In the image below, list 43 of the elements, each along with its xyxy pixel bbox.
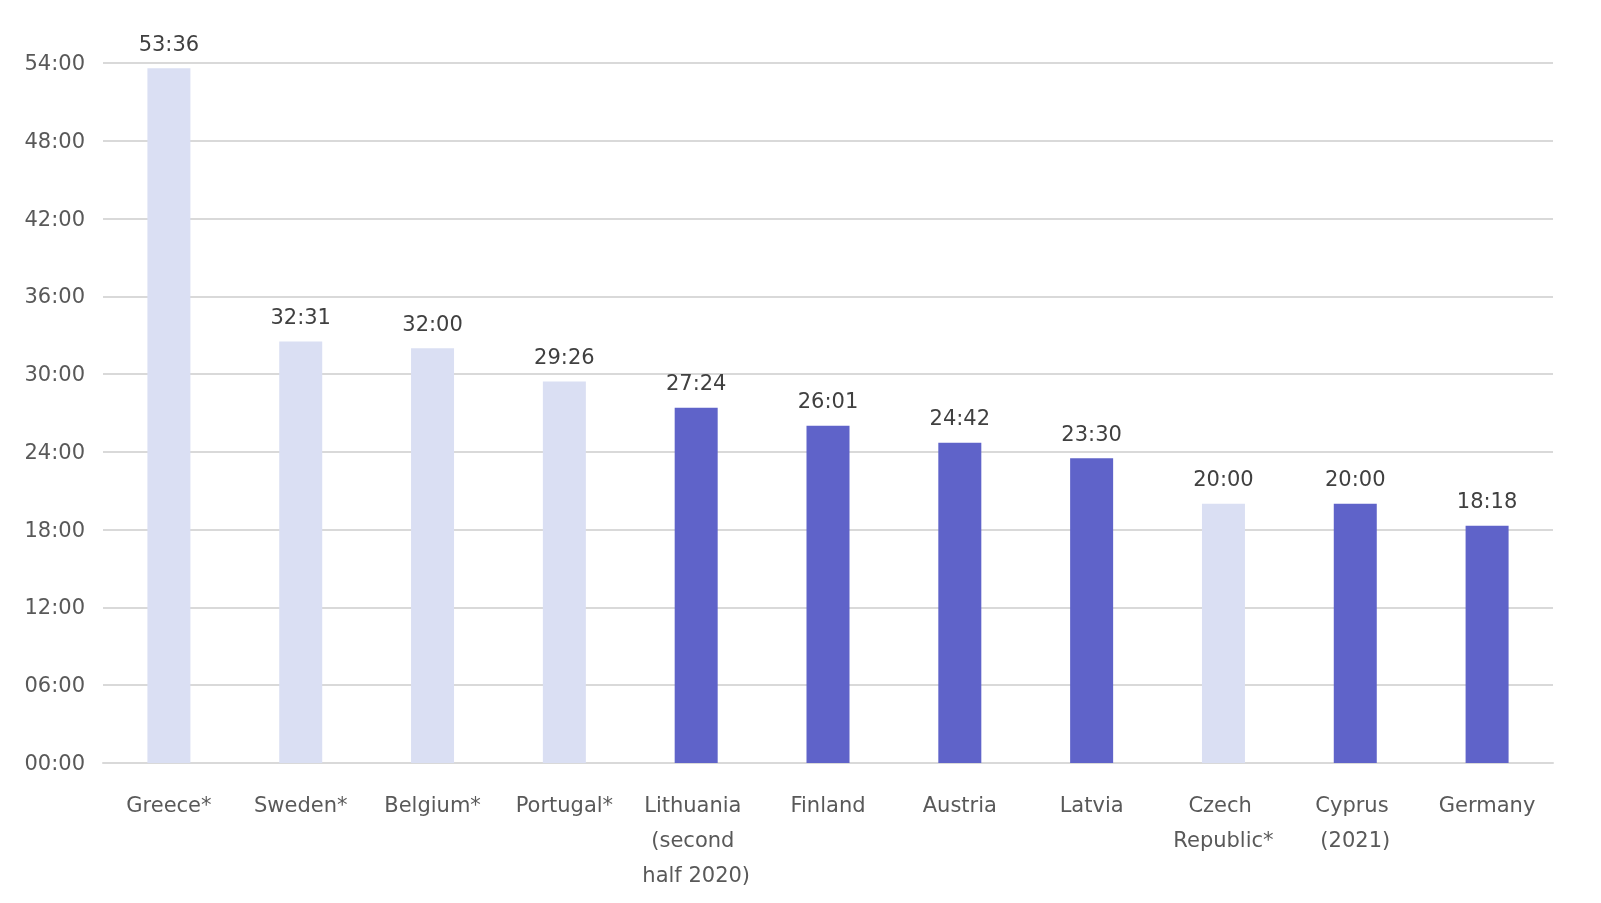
data-label: 20:00 bbox=[1193, 467, 1254, 492]
bar bbox=[806, 425, 850, 763]
data-label: 20:00 bbox=[1325, 467, 1386, 492]
data-label: 53:36 bbox=[138, 31, 200, 56]
y-tick-label: 30:00 bbox=[24, 362, 85, 387]
x-tick-label: Austria bbox=[922, 792, 997, 817]
y-tick-label: 00:00 bbox=[24, 751, 85, 775]
bar bbox=[147, 68, 191, 763]
data-label: 26:01 bbox=[797, 389, 859, 414]
x-tick-label: Cyprus (2021) bbox=[1315, 792, 1396, 852]
x-tick-label: Portugal* bbox=[515, 792, 614, 817]
x-tick-label: Lithuania (second half 2020) bbox=[642, 792, 751, 887]
bar bbox=[938, 442, 982, 763]
y-tick-label: 48:00 bbox=[24, 128, 85, 153]
y-tick-label: 42:00 bbox=[24, 206, 85, 231]
x-tick-label: Finland bbox=[790, 792, 866, 817]
y-tick-label: 36:00 bbox=[24, 284, 85, 309]
bar bbox=[411, 348, 455, 763]
data-label: 29:26 bbox=[534, 344, 595, 369]
x-tick-label: Latvia bbox=[1059, 792, 1124, 817]
x-tick-label: Sweden* bbox=[253, 792, 348, 817]
data-label: 23:30 bbox=[1061, 421, 1122, 446]
bar bbox=[1333, 503, 1377, 763]
bar bbox=[1201, 503, 1245, 763]
data-label: 24:42 bbox=[929, 406, 991, 431]
y-tick-label: 24:00 bbox=[24, 439, 85, 464]
bar bbox=[279, 341, 323, 763]
bar bbox=[674, 407, 718, 763]
data-label: 27:24 bbox=[665, 371, 727, 396]
x-tick-label: Belgium* bbox=[384, 792, 481, 817]
x-tick-label: Czech Republic* bbox=[1173, 792, 1274, 852]
bar bbox=[1465, 525, 1509, 763]
bar bbox=[542, 381, 586, 763]
data-label: 32:31 bbox=[270, 304, 331, 329]
y-tick-label: 12:00 bbox=[24, 595, 85, 620]
data-label: 18:18 bbox=[1456, 489, 1518, 514]
bar bbox=[1070, 458, 1114, 763]
y-tick-label: 06:00 bbox=[24, 673, 85, 698]
x-tick-label: Germany bbox=[1438, 792, 1536, 817]
x-tick-label: Greece* bbox=[126, 792, 212, 817]
y-tick-label: 54:00 bbox=[24, 51, 85, 75]
data-label: 32:00 bbox=[402, 311, 463, 336]
y-tick-label: 18:00 bbox=[24, 517, 85, 542]
